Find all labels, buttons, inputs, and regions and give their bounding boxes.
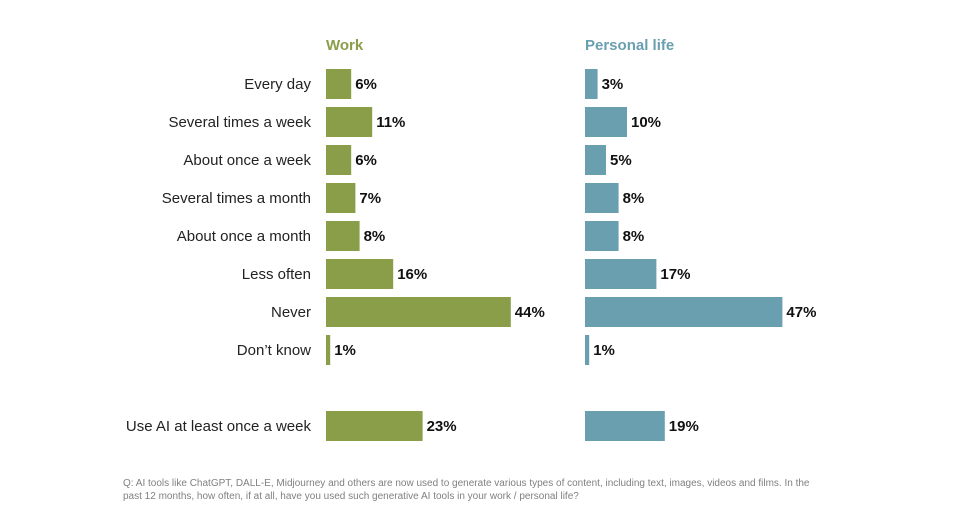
bar-work-about-once-a-month	[326, 221, 360, 251]
value-label-personal-life-never: 47%	[786, 304, 816, 321]
category-label-less-often: Less often	[242, 266, 311, 283]
bar-personal-life-summary	[585, 411, 665, 441]
value-label-work-several-times-a-week: 11%	[376, 114, 405, 131]
value-label-personal-life-several-times-a-month: 8%	[623, 190, 645, 207]
bar-personal-life-several-times-a-week	[585, 107, 627, 137]
bar-work-less-often	[326, 259, 394, 289]
footnote: Q: AI tools like ChatGPT, DALL-E, Midjou…	[123, 478, 810, 502]
value-label-personal-life-several-times-a-week: 10%	[631, 114, 661, 131]
value-label-work-several-times-a-month: 7%	[359, 190, 381, 207]
bar-personal-life-less-often	[585, 259, 657, 289]
bar-personal-life-never	[585, 297, 783, 327]
value-label-work-about-once-a-month: 8%	[364, 228, 386, 245]
bar-personal-life-don-t-know	[585, 335, 590, 365]
series-title-personal-life: Personal life	[585, 37, 674, 54]
value-label-work-summary: 23%	[427, 418, 457, 435]
value-label-personal-life-every-day: 3%	[602, 76, 624, 93]
category-label-about-once-a-month: About once a month	[177, 228, 311, 245]
bar-work-never	[326, 297, 511, 327]
value-label-work-don-t-know: 1%	[334, 342, 356, 359]
value-label-personal-life-about-once-a-month: 8%	[623, 228, 645, 245]
category-label-never: Never	[271, 304, 311, 321]
chart: Every day Several times a week About once …	[126, 37, 816, 441]
bar-work-summary	[326, 411, 423, 441]
category-label-every-day: Every day	[244, 76, 311, 93]
bar-work-don-t-know	[326, 335, 331, 365]
bar-work-every-day	[326, 69, 352, 99]
category-label-use-ai-at-least-once-a-week: Use AI at least once a week	[126, 418, 312, 435]
category-label-several-times-a-week: Several times a week	[168, 114, 311, 131]
category-label-about-once-a-week: About once a week	[183, 152, 311, 169]
value-label-personal-life-about-once-a-week: 5%	[610, 152, 632, 169]
bar-personal-life-every-day	[585, 69, 598, 99]
bar-work-several-times-a-week	[326, 107, 373, 137]
value-label-personal-life-summary: 19%	[669, 418, 699, 435]
value-label-personal-life-less-often: 17%	[660, 266, 690, 283]
bar-personal-life-about-once-a-week	[585, 145, 606, 175]
category-label-don-t-know: Don’t know	[237, 342, 311, 359]
value-label-work-never: 44%	[515, 304, 545, 321]
category-label-several-times-a-month: Several times a month	[162, 190, 311, 207]
value-label-personal-life-don-t-know: 1%	[593, 342, 615, 359]
bar-work-several-times-a-month	[326, 183, 356, 213]
bar-personal-life-several-times-a-month	[585, 183, 619, 213]
value-label-work-about-once-a-week: 6%	[355, 152, 377, 169]
bar-work-about-once-a-week	[326, 145, 352, 175]
bar-personal-life-about-once-a-month	[585, 221, 619, 251]
value-label-work-every-day: 6%	[355, 76, 377, 93]
value-label-work-less-often: 16%	[397, 266, 427, 283]
series-title-work: Work	[326, 37, 364, 54]
